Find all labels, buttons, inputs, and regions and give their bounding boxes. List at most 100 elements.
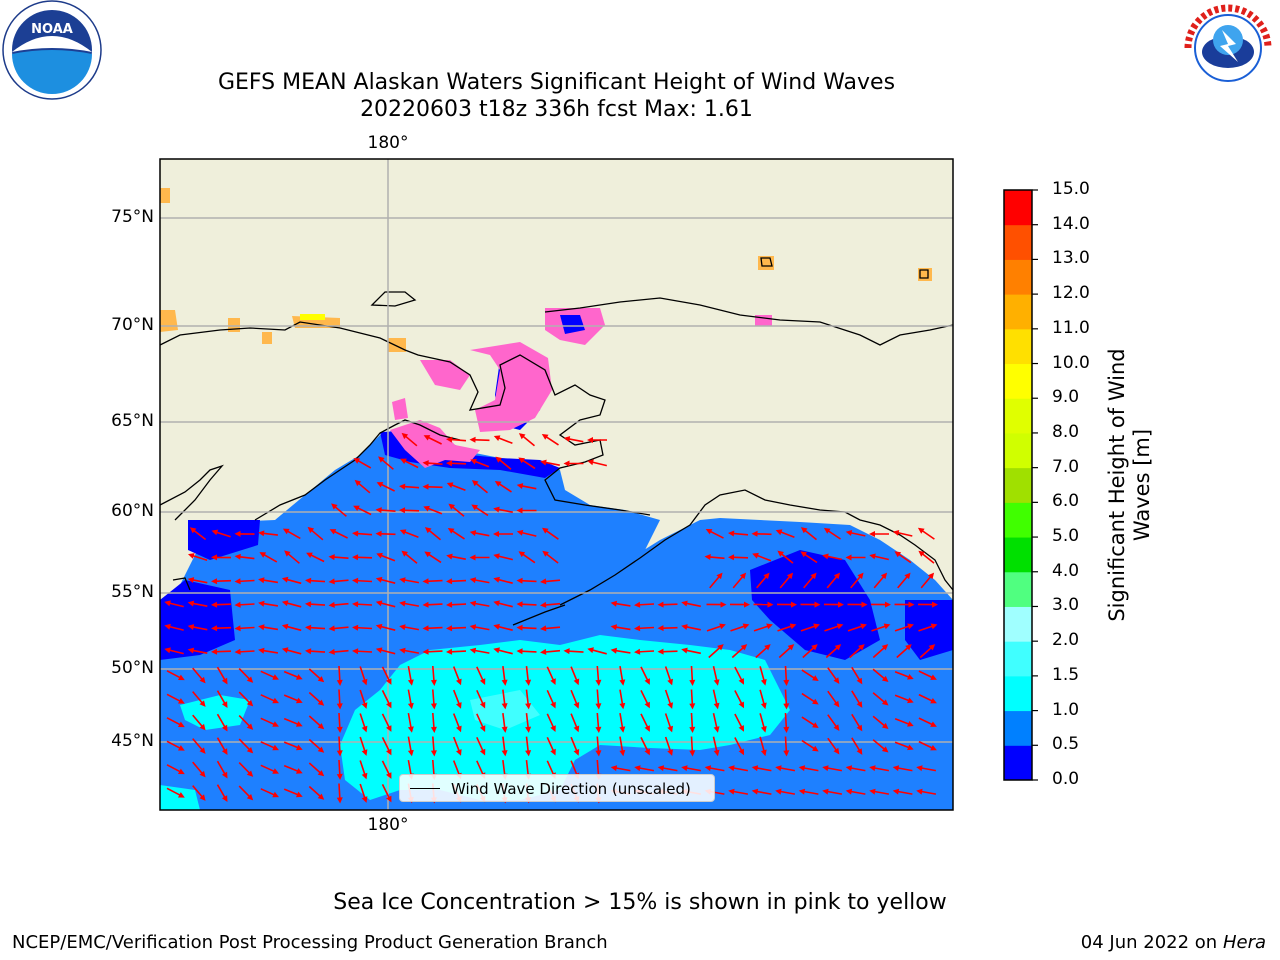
wind-wave-arrow: [525, 713, 532, 733]
colorbar-tick-label: 1.0: [1052, 699, 1080, 720]
wind-wave-arrow: [751, 788, 772, 795]
wind-wave-arrow: [407, 689, 414, 710]
colorbar-tick-label: 2.0: [1052, 630, 1080, 651]
wind-wave-arrow: [705, 529, 724, 539]
wind-wave-arrow: [258, 624, 279, 631]
wind-wave-arrow: [476, 689, 486, 709]
wind-wave-arrow: [756, 572, 770, 589]
wind-wave-arrow: [211, 601, 232, 608]
colorbar-frame: [1003, 189, 1033, 781]
wind-wave-arrow: [407, 665, 414, 686]
wind-wave-arrow: [493, 531, 513, 537]
wind-wave-arrow: [331, 503, 347, 517]
wind-wave-arrow: [731, 644, 748, 659]
wind-wave-arrow: [897, 572, 911, 589]
wind-wave-arrow: [381, 690, 392, 709]
wind-wave-arrow: [328, 554, 349, 561]
wind-wave-arrow: [164, 623, 184, 631]
wind-wave-arrow: [516, 624, 537, 631]
wind-wave-arrow: [541, 434, 559, 446]
wind-wave-arrow: [493, 506, 513, 513]
wind-wave-arrow: [381, 784, 392, 803]
wind-wave-arrow: [375, 507, 396, 514]
wind-wave-arrow: [845, 530, 866, 537]
wind-wave-arrow: [827, 690, 840, 708]
wind-wave-arrow: [400, 458, 419, 469]
wind-wave-arrow: [587, 437, 607, 443]
wind-wave-arrow: [187, 577, 208, 584]
wind-wave-arrow: [563, 648, 584, 655]
wind-wave-arrow: [448, 503, 465, 517]
colorbar-segment: [1004, 571, 1032, 607]
wind-wave-arrow: [827, 737, 840, 755]
wind-wave-arrow: [728, 530, 749, 537]
wind-wave-arrow: [401, 550, 418, 564]
wind-wave-arrow: [381, 737, 392, 756]
wind-wave-arrow: [681, 647, 701, 655]
colorbar-tick-label: 5.0: [1052, 526, 1080, 547]
wind-wave-arrow: [446, 436, 467, 443]
wind-wave-arrow: [216, 760, 228, 779]
wind-wave-arrow: [216, 737, 228, 755]
wind-wave-arrow: [570, 713, 580, 733]
colorbar-tick-label: 8.0: [1052, 421, 1080, 442]
colorbar-tick-label: 7.0: [1052, 456, 1080, 477]
wind-wave-arrow: [422, 648, 443, 655]
wind-wave-arrow: [734, 666, 744, 685]
wind-wave-arrow: [845, 554, 866, 561]
wind-wave-arrow: [501, 713, 508, 733]
legend-line-icon: [410, 788, 440, 789]
wind-wave-arrow: [918, 550, 935, 564]
wind-wave-arrow: [424, 527, 442, 541]
wind-wave-arrow: [587, 459, 607, 467]
wind-wave-arrow: [896, 644, 912, 659]
wind-wave-arrow: [827, 667, 840, 684]
wind-wave-arrow: [778, 644, 795, 659]
wind-wave-arrow: [712, 666, 720, 686]
colorbar-tick-label: 12.0: [1052, 283, 1090, 304]
wind-wave-arrow: [783, 689, 790, 710]
colorbar-segment: [1004, 398, 1032, 434]
wind-wave-arrow: [847, 601, 868, 608]
wind-wave-arrow: [260, 764, 279, 774]
wind-wave-arrow: [281, 647, 302, 655]
wind-wave-arrow: [657, 625, 678, 632]
low-wave-patch: [160, 580, 235, 660]
wind-wave-arrow: [869, 788, 890, 795]
wind-wave-arrow: [704, 554, 725, 560]
colorbar-tick-label: 15.0: [1052, 179, 1090, 199]
wind-wave-arrow: [918, 670, 937, 680]
wind-wave-arrow: [352, 624, 373, 631]
wind-wave-arrow: [430, 689, 437, 710]
wind-wave-arrow: [192, 785, 206, 801]
wind-wave-arrow: [712, 713, 720, 733]
wind-wave-arrow: [917, 601, 938, 608]
wind-wave-arrow: [595, 736, 602, 757]
wind-wave-arrow: [216, 784, 228, 802]
wind-wave-arrow: [664, 689, 673, 709]
wind-wave-arrow: [234, 553, 255, 560]
wind-wave-arrow: [376, 552, 396, 562]
wind-wave-arrow: [430, 736, 437, 757]
wind-wave-arrow: [546, 736, 556, 756]
wind-wave-arrow: [352, 648, 373, 655]
wind-wave-arrow: [375, 647, 396, 655]
wind-wave-arrow: [869, 765, 890, 772]
wind-wave-arrow: [640, 690, 650, 709]
wind-wave-arrow: [476, 666, 486, 685]
noaa-logo: NOAA: [2, 0, 102, 100]
wind-wave-arrow: [525, 736, 532, 757]
wind-wave-arrow: [238, 738, 254, 754]
colorbar-segment: [1004, 745, 1032, 781]
wind-wave-arrow: [918, 623, 938, 632]
wind-wave-arrow: [336, 759, 343, 780]
wind-wave-arrow: [399, 647, 420, 654]
wind-wave-arrow: [353, 458, 372, 469]
cyan-wave-area: [340, 635, 790, 800]
wind-wave-arrow: [328, 648, 349, 655]
low-wave-patch: [905, 600, 953, 660]
colorbar-segment: [1004, 432, 1032, 469]
wind-wave-arrow: [845, 765, 866, 772]
wind-wave-arrow: [870, 601, 891, 608]
colorbar-tick-label: 3.0: [1052, 595, 1080, 616]
